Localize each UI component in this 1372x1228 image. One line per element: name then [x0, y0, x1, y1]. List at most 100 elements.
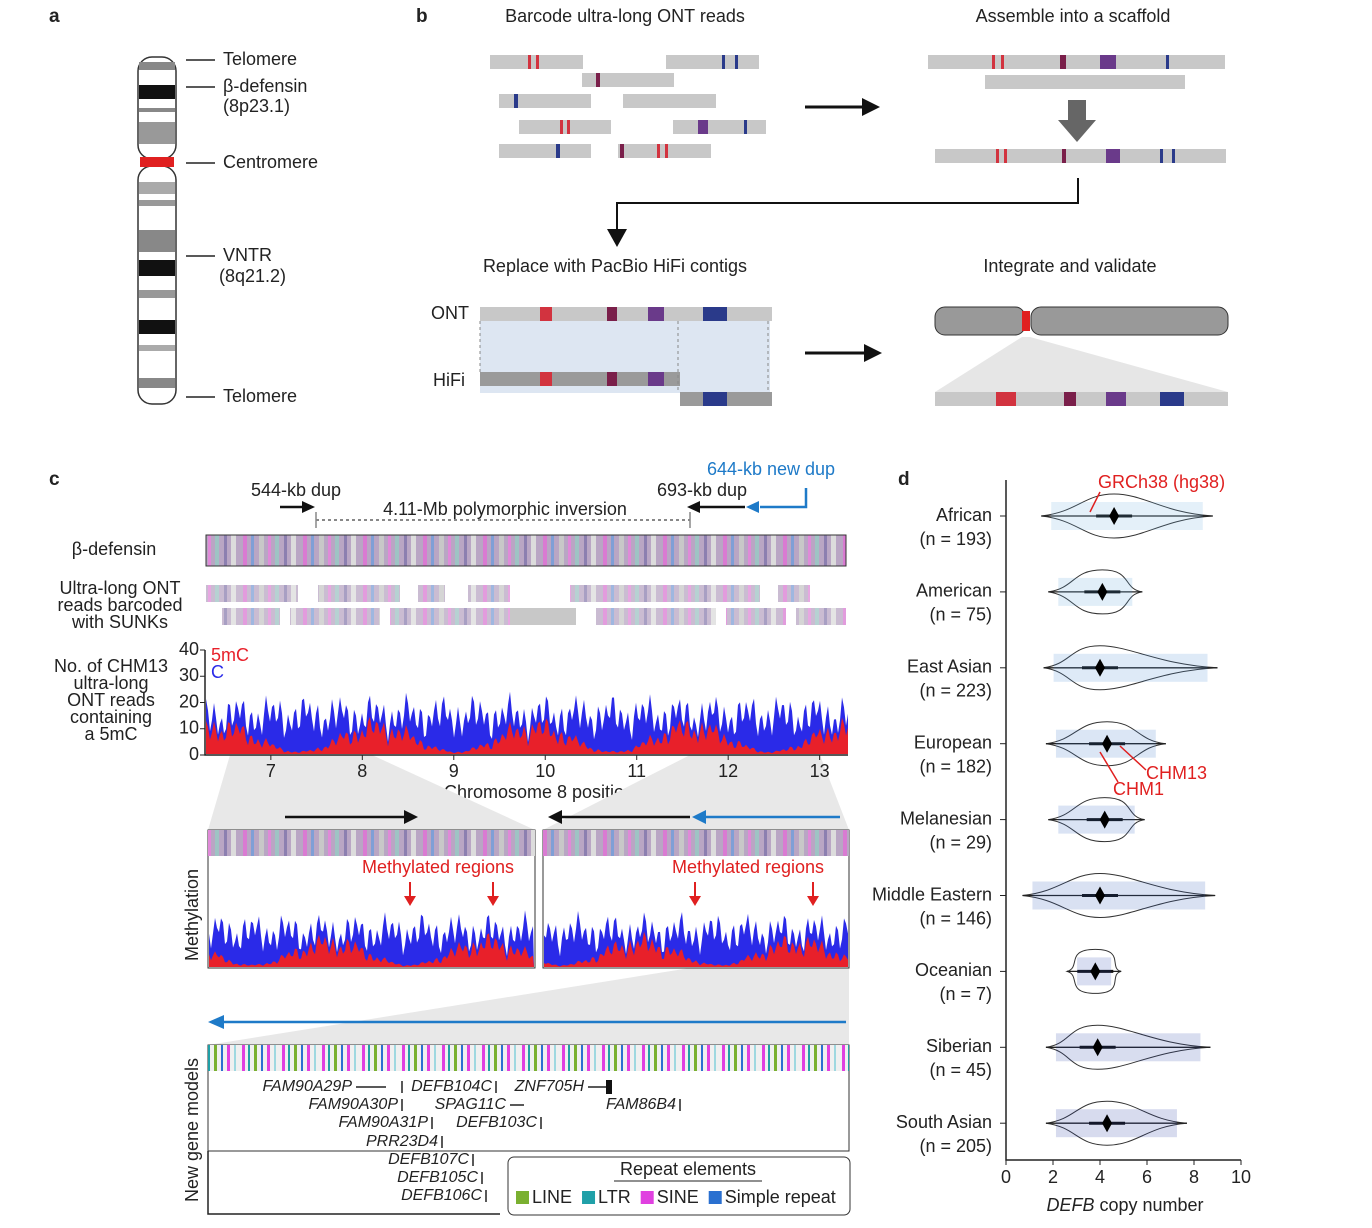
mc-signal	[209, 933, 534, 967]
track-label: with SUNKs	[71, 612, 168, 632]
n-label: (n = 146)	[919, 908, 992, 928]
n-label: (n = 193)	[919, 529, 992, 549]
gene-label: DEFB103C	[456, 1114, 537, 1131]
category-label: East Asian	[907, 657, 992, 677]
x-tick-label: 8	[1189, 1167, 1199, 1187]
chromosome-label: β-defensin	[223, 76, 307, 96]
track-label: β-defensin	[72, 539, 156, 559]
x-tick-label: 6	[1142, 1167, 1152, 1187]
legend-entry: LTR	[598, 1187, 631, 1207]
n-label: (n = 29)	[929, 832, 992, 852]
y-tick-label: 20	[179, 691, 199, 711]
legend-entry: 5mC	[211, 645, 249, 665]
gene-label: ZNF705H	[514, 1078, 585, 1095]
annotation: 644-kb new dup	[707, 459, 835, 479]
n-label: (n = 7)	[939, 984, 992, 1004]
reads	[490, 55, 1226, 163]
ont-read	[510, 608, 576, 625]
repeat-legend-title: Repeat elements	[620, 1159, 756, 1179]
legend-entry: LINE	[532, 1187, 572, 1207]
category-label: European	[914, 732, 992, 752]
legend-swatch	[708, 1191, 722, 1204]
median	[1109, 507, 1120, 525]
ont-reads	[206, 585, 846, 625]
spread-band	[1032, 881, 1206, 910]
gene-label: FAM90A29P	[262, 1078, 352, 1095]
y-axis-label: ultra-long	[73, 673, 148, 693]
median	[1092, 1038, 1103, 1057]
category-label: Siberian	[926, 1036, 992, 1056]
y-axis-label: a 5mC	[84, 724, 137, 744]
gene-label: DEFB105C	[397, 1169, 478, 1186]
step-title: Integrate and validate	[983, 256, 1156, 276]
x-tick-label: 11	[627, 761, 646, 781]
chromosome-label: (8p23.1)	[223, 96, 290, 116]
median	[1102, 734, 1113, 753]
chromosome-label: Telomere	[223, 49, 297, 69]
y-tick-label: 0	[189, 744, 199, 764]
zoom-annotation: Methylated regions	[362, 857, 514, 877]
y-axis-label: No. of CHM13	[54, 656, 168, 676]
gene-label: FAM90A30P	[308, 1096, 398, 1113]
median	[1090, 962, 1101, 981]
annotation: 544-kb dup	[251, 480, 341, 500]
category-label: Melanesian	[900, 808, 992, 828]
spread-band	[1058, 805, 1135, 834]
x-tick-label: 10	[535, 761, 555, 781]
dup-arrows	[280, 488, 808, 528]
beta-defensin-track	[205, 534, 847, 567]
track-label: Ultra-long ONT	[59, 578, 180, 598]
chromosome	[137, 56, 215, 405]
gene-label: DEFB106C	[401, 1187, 482, 1204]
gene-label: SPAG11C	[435, 1096, 507, 1113]
x-tick-label: 12	[718, 761, 738, 781]
chromosome-label: Centromere	[223, 152, 318, 172]
n-label: (n = 45)	[929, 1060, 992, 1080]
track-label: reads barcoded	[57, 595, 182, 615]
step-title: Barcode ultra-long ONT reads	[505, 6, 745, 26]
gene-track-label: New gene models	[182, 1058, 202, 1202]
gene-label: DEFB104C	[411, 1078, 492, 1095]
spread-band	[1055, 1109, 1177, 1138]
mc-signal	[544, 931, 848, 967]
x-tick-label: 13	[810, 761, 830, 781]
x-tick-label: 10	[1231, 1167, 1251, 1187]
spread-band	[1053, 653, 1208, 682]
legend-entry: SINE	[657, 1187, 699, 1207]
ref-annotation: CHM13	[1146, 763, 1207, 783]
arrows	[607, 98, 1096, 362]
legend-swatch	[582, 1191, 596, 1204]
ref-annotation: GRCh38 (hg38)	[1098, 472, 1225, 492]
panel-letter: b	[416, 6, 428, 27]
panel-letter: c	[49, 469, 60, 490]
y-axis-label: ONT reads	[67, 690, 155, 710]
y-axis-label: containing	[70, 707, 152, 727]
x-tick-label: 2	[1048, 1167, 1058, 1187]
zoom-track	[208, 830, 535, 856]
category-label: American	[916, 581, 992, 601]
spread-band	[1058, 577, 1133, 606]
x-axis-label-part: copy number	[1099, 1195, 1203, 1215]
n-label: (n = 182)	[919, 756, 992, 776]
zoom-label: Methylation	[182, 869, 202, 961]
category-label: South Asian	[896, 1112, 992, 1132]
n-label: (n = 223)	[919, 681, 992, 701]
ref-annotation: CHM1	[1113, 779, 1164, 799]
n-label: (n = 205)	[919, 1136, 992, 1156]
chromosome-label: (8q21.2)	[219, 266, 286, 286]
x-tick-label: 4	[1095, 1167, 1105, 1187]
x-tick-label: 7	[266, 761, 276, 781]
step-title: Assemble into a scaffold	[976, 6, 1171, 26]
category-label: African	[936, 505, 992, 525]
gene-label: PRR23D4	[366, 1133, 438, 1150]
median	[1099, 810, 1110, 829]
track-label: ONT	[431, 303, 469, 323]
zoom-arrows	[208, 810, 846, 1029]
spread-band	[1055, 1033, 1201, 1062]
median	[1095, 886, 1105, 905]
x-tick-label: 8	[357, 761, 367, 781]
zoom-guides	[208, 755, 849, 1045]
step-title: Replace with PacBio HiFi contigs	[483, 256, 747, 276]
category-label: Middle Eastern	[872, 884, 992, 904]
panel-letter: a	[49, 6, 60, 27]
